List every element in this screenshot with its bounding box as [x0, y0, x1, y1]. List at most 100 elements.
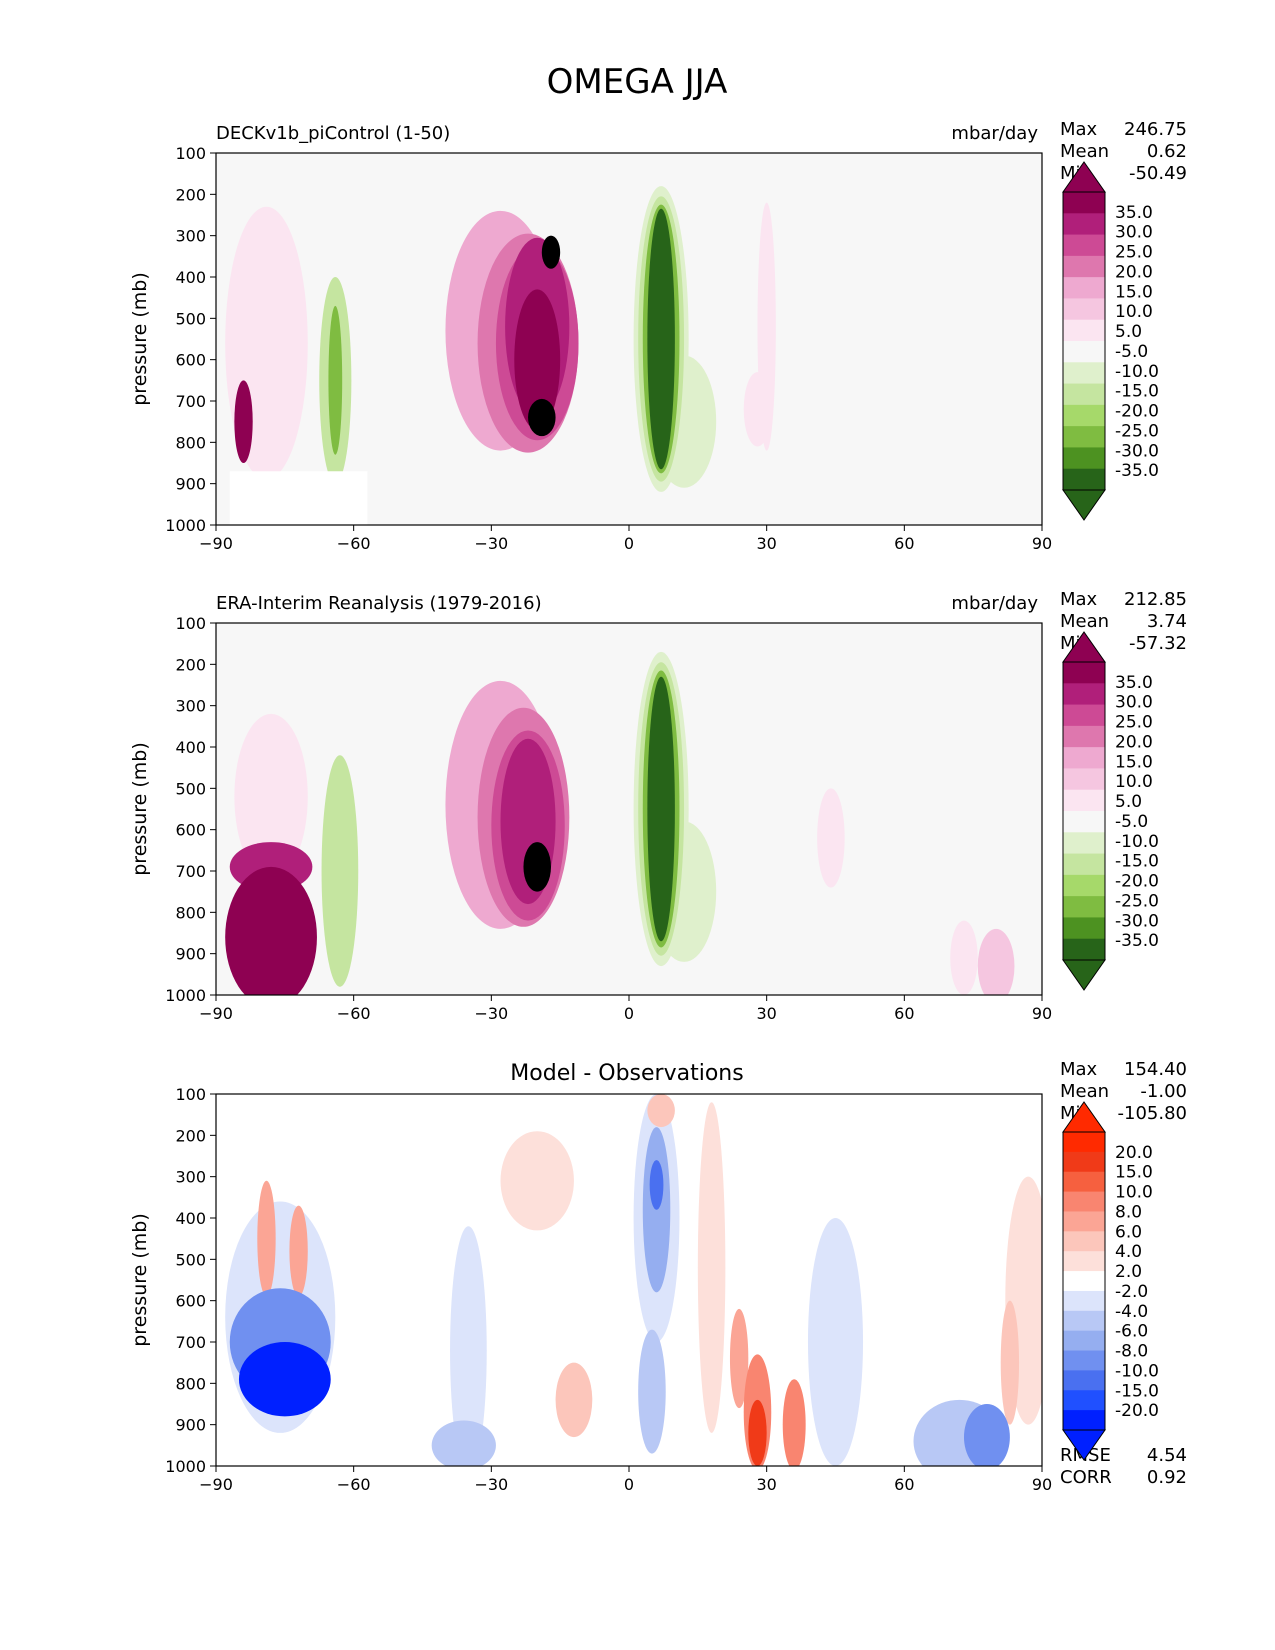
contour-blob: [541, 235, 561, 269]
colorbar-tick-label: -5.0: [1115, 812, 1148, 832]
x-tick-label: −30: [474, 1004, 508, 1023]
contour-blob: [225, 866, 317, 995]
colorbar-tick-label: -35.0: [1115, 461, 1159, 481]
y-tick-label: 900: [175, 1416, 206, 1435]
y-tick-label: 800: [175, 433, 206, 452]
colorbar-tick-label: -35.0: [1115, 931, 1159, 951]
colorbar-segment: [1063, 1231, 1105, 1252]
contour-blob: [528, 398, 556, 437]
colorbar-segment: [1063, 1290, 1105, 1312]
y-tick-label: 100: [175, 144, 206, 163]
figure-title: OMEGA JJA: [547, 62, 728, 102]
contour-blob: [729, 1308, 749, 1409]
y-tick-label: 400: [175, 1209, 206, 1228]
colorbar-segment: [1063, 234, 1105, 257]
x-tick-label: 30: [756, 1475, 776, 1494]
contour-blob: [872, 243, 919, 525]
colorbar-tick-label: 35.0: [1115, 203, 1153, 223]
y-tick-label: 100: [175, 1085, 206, 1104]
contour-blob: [234, 713, 308, 880]
y-tick-label: 1000: [165, 1457, 206, 1476]
colorbar-segment: [1063, 319, 1105, 342]
x-tick-label: 0: [624, 1004, 634, 1023]
colorbar-tick-label: 2.0: [1115, 1262, 1142, 1282]
y-tick-label: 500: [175, 1250, 206, 1269]
colorbar-segment: [1063, 874, 1105, 897]
colorbar-tick-label: 8.0: [1115, 1202, 1142, 1222]
colorbar-segment: [1063, 1191, 1105, 1212]
y-tick-label: 700: [175, 392, 206, 411]
y-tick-label: 300: [175, 697, 206, 716]
colorbar-segment: [1063, 426, 1105, 448]
contour-blob: [500, 1131, 574, 1231]
contour-blob: [328, 305, 343, 455]
x-tick-label: 30: [756, 1004, 776, 1023]
colorbar-tick-label: 10.0: [1115, 772, 1153, 792]
contour-blob: [748, 1399, 767, 1466]
colorbar: 20.015.010.08.06.04.02.0-2.0-4.0-6.0-8.0…: [1062, 1101, 1159, 1461]
contour-blob: [647, 676, 675, 942]
contour-blob: [638, 1329, 666, 1454]
colorbar-tick-label: 35.0: [1115, 673, 1153, 693]
contour-blob: [977, 928, 1015, 995]
colorbar-segment: [1063, 1251, 1105, 1272]
colorbar-segment: [1063, 1390, 1105, 1411]
x-tick-label: −30: [474, 534, 508, 553]
contour-blob: [642, 1127, 671, 1293]
colorbar-segment: [1063, 1151, 1105, 1173]
panel-model: DECKv1b_piControl (1-50) mbar/day Max 24…: [129, 119, 1187, 553]
colorbar-segment: [1063, 341, 1105, 363]
colorbar-tick-label: -10.0: [1115, 1361, 1159, 1381]
y-tick-label: 800: [175, 1374, 206, 1393]
colorbar-tick-label: -6.0: [1115, 1322, 1148, 1342]
colorbar-segment: [1063, 662, 1105, 684]
x-tick-label: 0: [624, 1475, 634, 1494]
stat-value-max: 246.75: [1124, 119, 1187, 140]
x-tick-label: 60: [894, 534, 914, 553]
panel-units: mbar/day: [951, 123, 1038, 144]
colorbar-tick-label: 20.0: [1115, 262, 1153, 282]
colorbar-segment: [1063, 747, 1105, 769]
y-axis-label: pressure (mb): [129, 742, 151, 876]
colorbar-tick-label: 15.0: [1115, 1163, 1153, 1183]
colorbar-tick-label: -15.0: [1115, 382, 1159, 402]
stat-value-mean: -1.00: [1140, 1081, 1187, 1102]
stat-label-mean: Mean: [1060, 1081, 1109, 1102]
colorbar-segment: [1063, 1370, 1105, 1391]
colorbar-frame: [1062, 661, 1106, 961]
colorbar-segment: [1063, 192, 1105, 214]
colorbar-tick-label: 10.0: [1115, 302, 1153, 322]
colorbar-segment: [1063, 704, 1105, 727]
y-tick-label: 600: [175, 1292, 206, 1311]
colorbar-segment: [1063, 213, 1105, 236]
colorbar-tick-label: 15.0: [1115, 282, 1153, 302]
contour-blob: [817, 788, 845, 888]
panel-title: DECKv1b_piControl (1-50): [216, 123, 450, 144]
contour-layer: [216, 623, 1042, 995]
stat-value-min: -57.32: [1129, 633, 1187, 654]
colorbar-frame: [1062, 1131, 1106, 1431]
colorbar-tick-label: -15.0: [1115, 852, 1159, 872]
panel-title: ERA-Interim Reanalysis (1979-2016): [216, 593, 542, 614]
colorbar-tick-label: 25.0: [1115, 713, 1153, 733]
colorbar-segment: [1063, 468, 1105, 491]
colorbar-tick-label: 30.0: [1115, 223, 1153, 243]
plot-background: [216, 1094, 1042, 1466]
contour-blob: [362, 491, 437, 525]
contour-blob: [743, 372, 772, 447]
colorbar-segment: [1063, 1410, 1105, 1431]
colorbar-segment: [1063, 853, 1105, 876]
y-tick-label: 600: [175, 351, 206, 370]
y-axis-label: pressure (mb): [129, 272, 151, 406]
colorbar-tick-label: 10.0: [1115, 1183, 1153, 1203]
contour-blob: [234, 380, 253, 463]
y-tick-label: 400: [175, 268, 206, 287]
x-tick-label: −90: [199, 534, 233, 553]
colorbar-segment: [1063, 1171, 1105, 1193]
contour-plot: [216, 1094, 1042, 1466]
x-tick-label: 30: [756, 534, 776, 553]
colorbar-segment: [1063, 917, 1105, 940]
colorbar-bottom-arrow: [1062, 959, 1106, 991]
contour-blob: [950, 920, 978, 995]
colorbar-tick-label: -25.0: [1115, 891, 1159, 911]
